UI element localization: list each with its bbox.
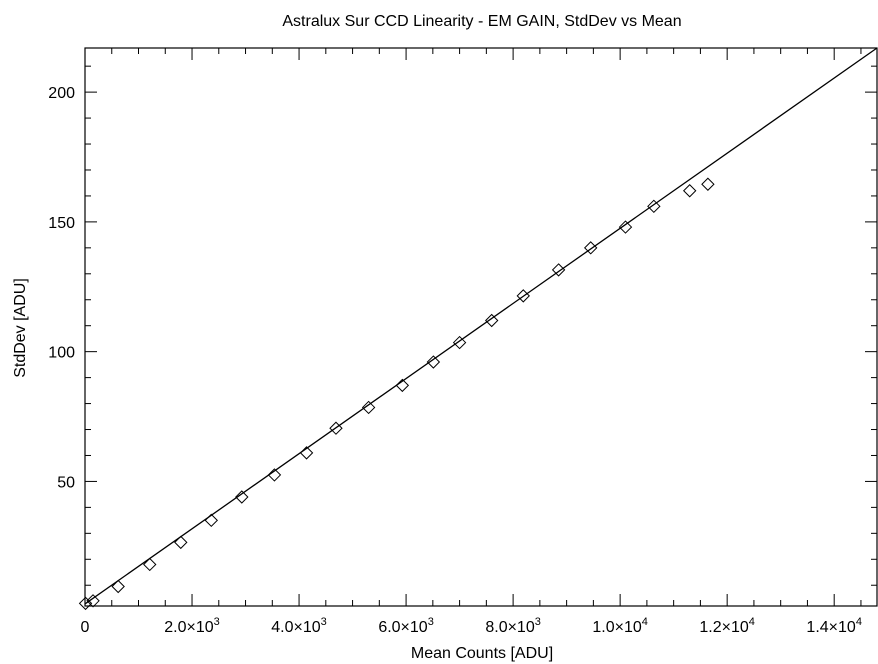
y-tick-labels: 50 100 150 200	[48, 85, 75, 491]
y-axis-label: StdDev [ADU]	[12, 278, 29, 378]
data-point	[701, 177, 715, 191]
data-point	[551, 263, 566, 277]
x-tick-labels: 0 2.0×103 4.0×103 6.0×103 8.0×103 1.0×104 1.2×…	[81, 616, 862, 636]
fit-line	[84, 47, 878, 605]
data-point	[583, 241, 598, 255]
data-point	[235, 490, 249, 504]
data-point	[299, 446, 314, 460]
x-tick-label: 8.0×103	[485, 616, 541, 636]
data-point	[143, 557, 157, 572]
y-tick-label: 50	[57, 474, 75, 491]
chart-title: Astralux Sur CCD Linearity - EM GAIN, St…	[282, 13, 681, 30]
y-tick-label: 200	[48, 85, 75, 102]
x-tick-label: 2.0×103	[164, 616, 220, 636]
data-point	[426, 355, 441, 369]
y-tick-label: 100	[48, 345, 75, 362]
fit-line-group	[84, 47, 878, 605]
data-point	[618, 220, 633, 234]
data-point	[267, 468, 282, 482]
data-point	[682, 184, 697, 198]
data-point	[174, 535, 188, 550]
x-tick-label: 4.0×103	[271, 616, 327, 636]
data-point	[204, 513, 218, 528]
data-point	[86, 594, 100, 608]
x-tick-label: 6.0×103	[378, 616, 434, 636]
data-point	[395, 378, 410, 393]
x-tick-label: 1.4×104	[806, 616, 862, 636]
data-point	[78, 596, 93, 611]
x-tick-label: 0	[81, 619, 90, 636]
data-point	[516, 289, 530, 303]
x-tick-label: 1.0×104	[592, 616, 648, 636]
data-point	[361, 400, 376, 415]
x-axis-label: Mean Counts [ADU]	[411, 645, 553, 662]
data-point	[647, 199, 661, 214]
data-point	[111, 579, 125, 594]
axis-ticks	[84, 48, 877, 606]
plot-area-frame	[84, 47, 878, 607]
x-tick-label: 1.2×104	[699, 616, 755, 636]
data-point	[484, 313, 499, 328]
y-tick-label: 150	[48, 215, 75, 232]
data-point	[452, 335, 467, 350]
data-point	[329, 421, 343, 435]
data-points	[78, 177, 715, 611]
